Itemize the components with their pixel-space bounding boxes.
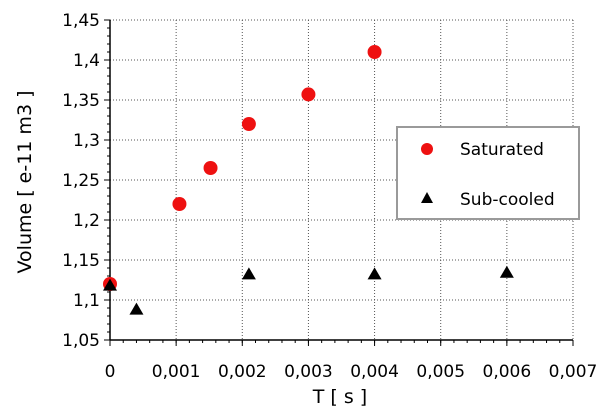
y-tick-label: 1,25 bbox=[62, 171, 100, 191]
y-tick-label: 1,15 bbox=[62, 251, 100, 271]
x-ticks: 0 0,001 0,002 0,003 0,004 0,005 0,006 0,007 bbox=[105, 340, 598, 382]
legend-saturated-label: Saturated bbox=[460, 140, 544, 160]
y-tick-label: 1,1 bbox=[73, 291, 100, 311]
saturated-point bbox=[301, 87, 316, 102]
sub-cooled-point bbox=[499, 265, 514, 278]
sub-cooled-point bbox=[129, 302, 144, 315]
sub-cooled-point bbox=[241, 267, 256, 280]
y-tick-label: 1,05 bbox=[62, 331, 100, 351]
legend-sub-cooled-marker bbox=[421, 192, 433, 203]
saturated-point bbox=[203, 161, 218, 175]
legend: Saturated Sub-cooled bbox=[396, 126, 580, 220]
legend-box bbox=[396, 126, 580, 220]
saturated-point bbox=[172, 197, 187, 211]
sub-cooled-point bbox=[103, 278, 117, 291]
x-tick-label: 0,006 bbox=[483, 362, 532, 382]
x-axis-title: T [ s ] bbox=[312, 386, 367, 408]
x-tick-label: 0,007 bbox=[549, 362, 598, 382]
data-marks bbox=[103, 45, 514, 315]
x-tick-label: 0,004 bbox=[350, 362, 399, 382]
saturated-point bbox=[241, 117, 256, 131]
saturated-point bbox=[367, 45, 382, 59]
y-axis-title: Volume [ e-11 m3 ] bbox=[14, 91, 36, 274]
y-tick-label: 1,4 bbox=[73, 51, 100, 71]
x-tick-label: 0,005 bbox=[416, 362, 465, 382]
y-ticks: 1,05 1,1 1,15 1,2 1,25 1,3 1,35 1,4 1,45 bbox=[62, 11, 110, 351]
legend-sub-cooled-label: Sub-cooled bbox=[460, 190, 555, 210]
y-tick-label: 1,2 bbox=[73, 211, 100, 231]
y-tick-label: 1,45 bbox=[62, 11, 100, 31]
x-tick-label: 0 bbox=[105, 362, 116, 382]
legend-saturated-marker bbox=[421, 143, 433, 155]
sub-cooled-point bbox=[367, 267, 382, 280]
x-tick-label: 0,002 bbox=[218, 362, 267, 382]
x-tick-label: 0,003 bbox=[284, 362, 333, 382]
x-tick-label: 0,001 bbox=[152, 362, 201, 382]
y-tick-label: 1,35 bbox=[62, 91, 100, 111]
y-tick-label: 1,3 bbox=[73, 131, 100, 151]
